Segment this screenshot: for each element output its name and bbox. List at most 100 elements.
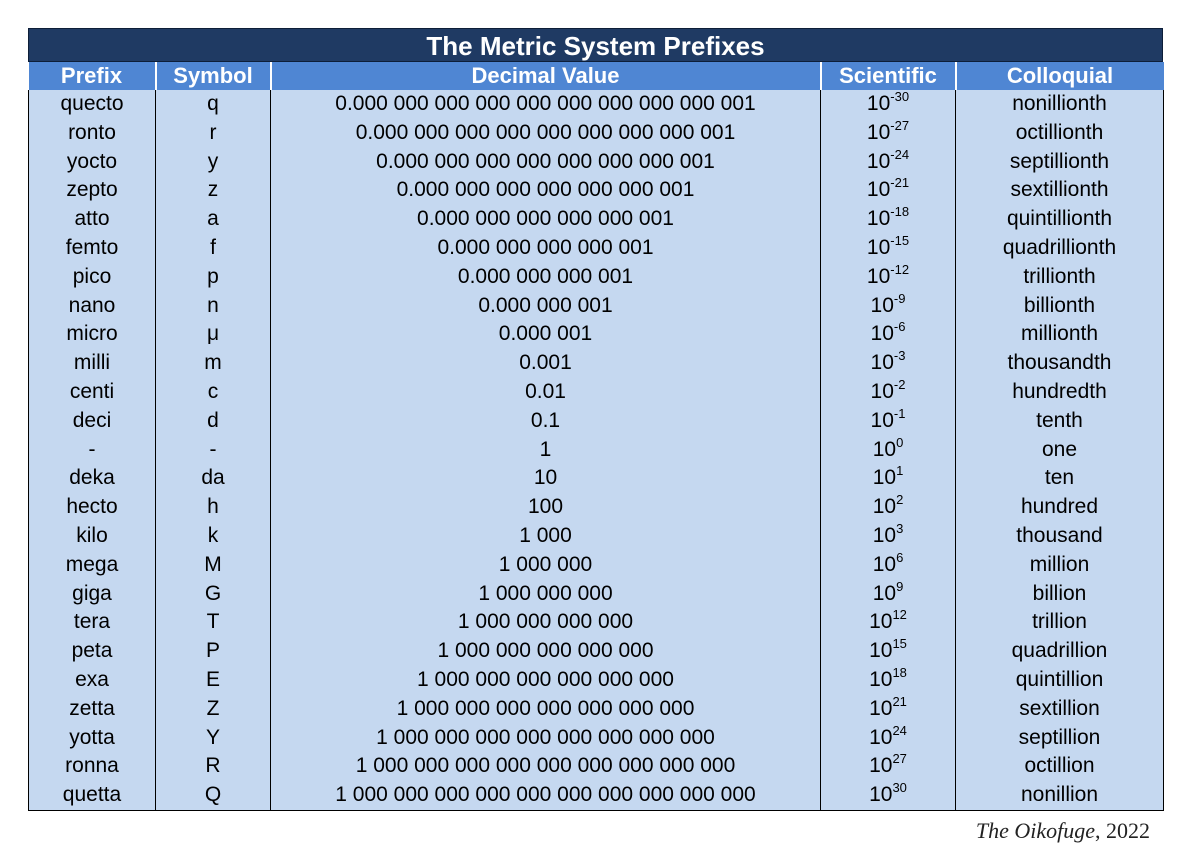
colloquial-cell: tenth bbox=[955, 406, 1164, 436]
scientific-cell: 106 bbox=[820, 550, 956, 580]
header-scientific: Scientific bbox=[819, 62, 956, 90]
colloquial-cell: quadrillion bbox=[955, 637, 1164, 666]
colloquial-cell: trillionth bbox=[955, 262, 1164, 292]
table-row: peta P 1 000 000 000 000 000 1015 quadrillio… bbox=[28, 636, 1164, 666]
decimal-cell: 1 000 000 000 000 000 000 000 000 000 00… bbox=[270, 781, 821, 811]
prefix-cell: tera bbox=[28, 608, 156, 638]
scientific-base: 10 bbox=[870, 322, 894, 346]
decimal-cell: 1 000 000 000 000 000 000 000 000 000 bbox=[270, 752, 821, 782]
decimal-cell: 0.000 000 000 000 001 bbox=[270, 233, 821, 263]
scientific-exponent: 21 bbox=[892, 693, 907, 709]
table-row: zetta Z 1 000 000 000 000 000 000 000 1021 s… bbox=[28, 693, 1164, 724]
prefix-cell: yocto bbox=[28, 147, 156, 177]
table-row: yotta Y 1 000 000 000 000 000 000 000 000 1… bbox=[28, 722, 1164, 753]
symbol-cell: p bbox=[155, 262, 271, 292]
symbol-cell: Z bbox=[155, 694, 271, 724]
decimal-cell: 1 000 000 000 000 bbox=[270, 608, 821, 638]
prefix-cell: exa bbox=[28, 665, 156, 695]
scientific-base: 10 bbox=[869, 639, 893, 663]
scientific-base: 10 bbox=[870, 408, 894, 432]
scientific-cell: 100 bbox=[820, 434, 956, 465]
scientific-exponent: 15 bbox=[892, 636, 907, 652]
scientific-exponent: 24 bbox=[892, 722, 907, 738]
scientific-base: 10 bbox=[872, 523, 897, 547]
prefix-cell: yotta bbox=[28, 723, 156, 753]
table-row: ronna R 1 000 000 000 000 000 000 000 000 … bbox=[28, 752, 1164, 782]
symbol-cell: k bbox=[155, 521, 271, 551]
colloquial-cell: nonillionth bbox=[955, 90, 1164, 119]
header-row: Prefix Symbol Decimal Value Scientific C… bbox=[28, 62, 1164, 90]
scientific-cell: 1018 bbox=[820, 665, 956, 695]
decimal-cell: 1 000 000 000 000 000 000 bbox=[270, 665, 821, 695]
symbol-cell: d bbox=[155, 406, 271, 436]
scientific-base: 10 bbox=[872, 466, 897, 490]
colloquial-cell: million bbox=[955, 550, 1164, 580]
scientific-base: 10 bbox=[866, 207, 891, 231]
scientific-exponent: 12 bbox=[892, 607, 907, 623]
scientific-cell: 1021 bbox=[820, 693, 956, 724]
prefix-cell: milli bbox=[28, 349, 156, 378]
symbol-cell: R bbox=[155, 752, 271, 782]
decimal-cell: 0.1 bbox=[270, 406, 821, 436]
prefix-cell: - bbox=[28, 435, 156, 465]
prefix-cell: ronto bbox=[28, 118, 156, 148]
colloquial-cell: hundred bbox=[955, 493, 1164, 522]
symbol-cell: - bbox=[155, 435, 271, 465]
table-row: ronto r 0.000 000 000 000 000 000 000 000 … bbox=[28, 118, 1164, 148]
decimal-cell: 1 000 bbox=[270, 521, 821, 551]
decimal-cell: 1 000 000 bbox=[270, 550, 821, 580]
scientific-exponent: -15 bbox=[890, 232, 910, 248]
symbol-cell: r bbox=[155, 118, 271, 148]
symbol-cell: f bbox=[155, 233, 271, 263]
symbol-cell: M bbox=[155, 550, 271, 580]
decimal-cell: 0.000 000 000 000 000 000 000 001 bbox=[270, 147, 821, 177]
prefix-cell: mega bbox=[28, 550, 156, 580]
colloquial-cell: septillion bbox=[955, 723, 1164, 753]
decimal-cell: 0.01 bbox=[270, 377, 821, 407]
table-row: giga G 1 000 000 000 109 billion bbox=[28, 579, 1164, 609]
prefix-cell: hecto bbox=[28, 493, 156, 522]
scientific-base: 10 bbox=[872, 552, 897, 576]
scientific-exponent: 1 bbox=[896, 463, 904, 479]
prefix-cell: kilo bbox=[28, 521, 156, 551]
prefix-cell: ronna bbox=[28, 752, 156, 782]
decimal-cell: 0.000 000 000 000 000 001 bbox=[270, 205, 821, 234]
table-row: deci d 0.1 10-1 tenth bbox=[28, 405, 1164, 436]
scientific-exponent: -1 bbox=[893, 405, 906, 421]
colloquial-cell: quadrillionth bbox=[955, 233, 1164, 263]
scientific-cell: 1024 bbox=[820, 722, 956, 753]
prefix-cell: peta bbox=[28, 637, 156, 666]
scientific-cell: 101 bbox=[820, 463, 956, 494]
symbol-cell: μ bbox=[155, 320, 271, 350]
scientific-exponent: -9 bbox=[893, 290, 906, 306]
prefix-cell: zepto bbox=[28, 176, 156, 206]
scientific-exponent: 2 bbox=[896, 492, 904, 508]
scientific-exponent: -24 bbox=[890, 146, 910, 162]
colloquial-cell: nonillion bbox=[955, 781, 1164, 811]
table-row: quetta Q 1 000 000 000 000 000 000 000 000… bbox=[28, 781, 1164, 811]
colloquial-cell: billionth bbox=[955, 291, 1164, 321]
scientific-base: 10 bbox=[866, 235, 891, 259]
symbol-cell: m bbox=[155, 349, 271, 378]
symbol-cell: h bbox=[155, 493, 271, 522]
decimal-cell: 0.000 000 000 000 000 000 000 000 000 00… bbox=[270, 90, 821, 119]
credit: The Oikofuge, 2022 bbox=[976, 818, 1150, 844]
scientific-cell: 10-18 bbox=[820, 205, 956, 234]
table-row: kilo k 1 000 103 thousand bbox=[28, 520, 1164, 551]
colloquial-cell: octillionth bbox=[955, 118, 1164, 148]
table-row: tera T 1 000 000 000 000 1012 trillion bbox=[28, 607, 1164, 638]
table-row: zepto z 0.000 000 000 000 000 000 001 10-21… bbox=[28, 176, 1164, 206]
scientific-base: 10 bbox=[869, 667, 893, 691]
symbol-cell: c bbox=[155, 377, 271, 407]
symbol-cell: q bbox=[155, 90, 271, 119]
prefix-cell: quetta bbox=[28, 781, 156, 811]
decimal-cell: 1 000 000 000 000 000 000 000 000 bbox=[270, 723, 821, 753]
scientific-exponent: 3 bbox=[896, 520, 904, 536]
scientific-base: 10 bbox=[866, 264, 891, 288]
colloquial-cell: sextillion bbox=[955, 694, 1164, 724]
scientific-exponent: 0 bbox=[896, 434, 904, 450]
table-row: milli m 0.001 10-3 thousandth bbox=[28, 349, 1164, 378]
scientific-cell: 10-27 bbox=[820, 118, 956, 148]
scientific-base: 10 bbox=[869, 725, 893, 749]
scientific-base: 10 bbox=[869, 783, 893, 807]
